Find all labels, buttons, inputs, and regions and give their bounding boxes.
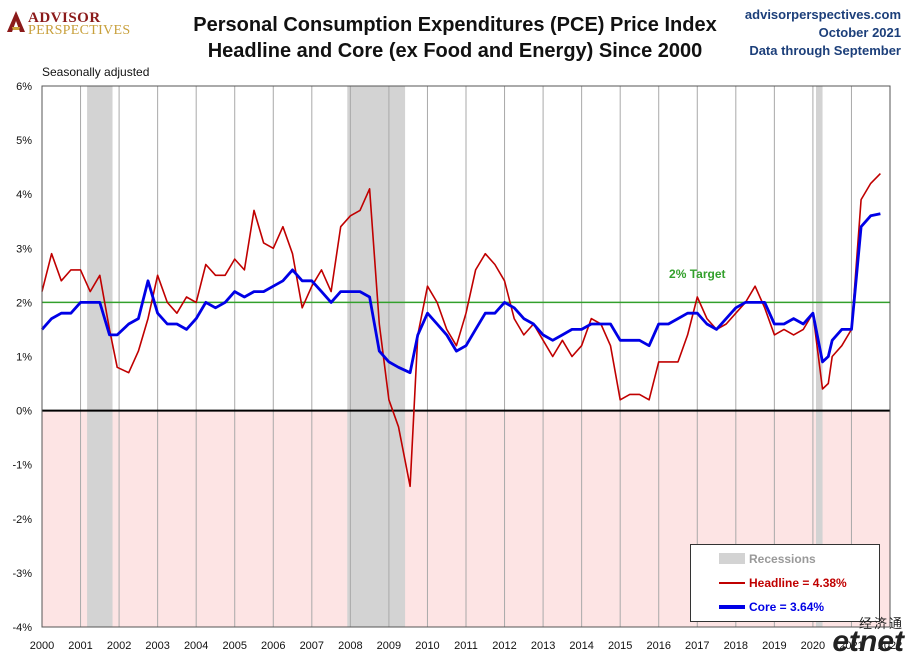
x-tick-label-2017: 2017 [685, 640, 709, 652]
x-tick-label-2000: 2000 [30, 640, 54, 652]
x-tick-label-2014: 2014 [569, 640, 593, 652]
x-tick-label-2010: 2010 [415, 640, 439, 652]
y-tick-label-4: 2% [16, 297, 32, 309]
watermark-logo: etnet [832, 625, 904, 658]
x-tick-label-2002: 2002 [107, 640, 131, 652]
logo-text-sub: PERSPECTIVES [28, 23, 131, 38]
y-tick-label-8: -2% [12, 514, 32, 526]
y-tick-label-5: 1% [16, 352, 32, 364]
x-axis-ticks: 2000 2001 2002 2003 2004 2005 2006 2007 2008 2009… [30, 640, 902, 652]
y-axis-ticks: 6% 5% 4% 3% 2% 1% 0% -1% -2% -3% -4% [12, 81, 32, 634]
recession-band-0 [87, 86, 113, 627]
y-tick-label-9: -3% [12, 568, 32, 580]
x-tick-label-2021: 2021 [839, 640, 863, 652]
source-block: advisorperspectives.com October 2021 Dat… [745, 6, 901, 60]
legend-item-recessions: Recessions [691, 549, 879, 569]
y-tick-label-7: -1% [12, 460, 32, 472]
legend-swatch-headline [719, 582, 745, 584]
target-annotation: 2% Target [669, 267, 725, 281]
x-tick-label-2022: 2022 [878, 640, 902, 652]
legend-label-core: Core = 3.64% [749, 600, 825, 614]
legend-swatch-core [719, 605, 745, 609]
legend-swatch-recessions [719, 553, 745, 564]
source-date: October 2021 [818, 25, 901, 40]
y-tick-label-0: 6% [16, 81, 32, 93]
y-tick-label-1: 5% [16, 135, 32, 147]
x-tick-label-2009: 2009 [377, 640, 401, 652]
x-tick-label-2004: 2004 [184, 640, 208, 652]
legend-item-core: Core = 3.64% [691, 597, 879, 617]
x-tick-label-2003: 2003 [145, 640, 169, 652]
series-lines [40, 173, 881, 488]
x-tick-label-2005: 2005 [222, 640, 246, 652]
legend-label-headline: Headline = 4.38% [749, 576, 847, 590]
plot-border [41, 85, 891, 628]
headline-series-line [41, 173, 881, 488]
y-tick-label-2: 4% [16, 189, 32, 201]
x-tick-label-2019: 2019 [762, 640, 786, 652]
logo-mark-icon [7, 11, 25, 32]
x-tick-label-2018: 2018 [724, 640, 748, 652]
y-tick-label-3: 3% [16, 243, 32, 255]
x-tick-label-2006: 2006 [261, 640, 285, 652]
legend-item-headline: Headline = 4.38% [691, 573, 879, 593]
core-series-line [40, 212, 881, 375]
x-tick-label-2012: 2012 [492, 640, 516, 652]
source-note: Data through September [749, 43, 901, 58]
x-tick-label-2011: 2011 [454, 640, 478, 652]
advisor-perspectives-logo: ADVISOR PERSPECTIVES [6, 8, 136, 38]
x-tick-label-2016: 2016 [646, 640, 670, 652]
legend-label-recessions: Recessions [749, 552, 816, 566]
watermark-chinese: 经济通 [858, 616, 904, 631]
x-tick-label-2013: 2013 [531, 640, 555, 652]
logo-text-main: ADVISOR [28, 10, 101, 26]
chart-title: Personal Consumption Expenditures (PCE) … [193, 14, 717, 36]
chart-title-block: Personal Consumption Expenditures (PCE) … [150, 12, 760, 64]
x-tick-label-2020: 2020 [801, 640, 825, 652]
recession-band-2 [815, 86, 823, 627]
x-tick-label-2008: 2008 [338, 640, 362, 652]
x-tick-label-2007: 2007 [300, 640, 324, 652]
recession-band-1 [347, 86, 406, 627]
source-site: advisorperspectives.com [744, 7, 901, 22]
chart-legend: Recessions Headline = 4.38% Core = 3.64% [690, 544, 880, 622]
x-tick-label-2001: 2001 [68, 640, 92, 652]
seasonally-adjusted-note: Seasonally adjusted [42, 65, 150, 79]
chart-subtitle: Headline and Core (ex Food and Energy) S… [207, 40, 703, 62]
etnet-watermark: 经济通 etnet [816, 613, 906, 659]
recession-bands [87, 86, 823, 627]
x-tick-label-2015: 2015 [608, 640, 632, 652]
y-tick-label-10: -4% [12, 622, 32, 634]
y-tick-label-6: 0% [16, 406, 32, 418]
